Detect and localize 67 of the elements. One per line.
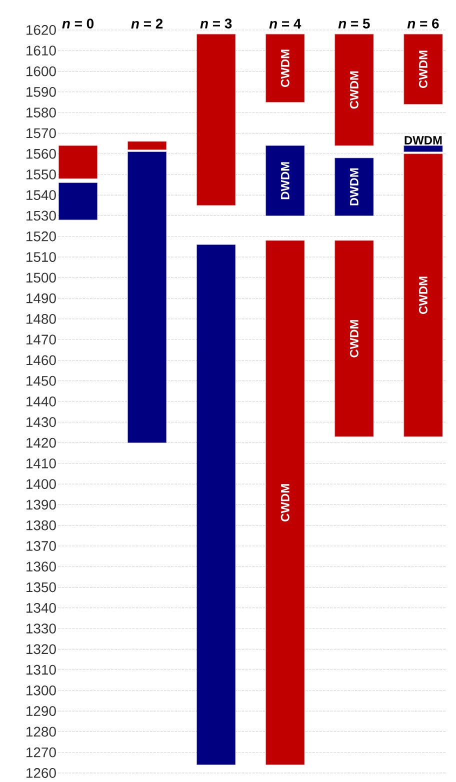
y-tick-label: 1540 (26, 190, 56, 200)
y-tick-label: 1460 (26, 355, 56, 366)
y-tick-label: 1330 (26, 624, 56, 634)
bar (404, 154, 443, 437)
y-tick-label: 1620 (26, 25, 56, 35)
y-tick-label: 1470 (26, 334, 56, 345)
y-tick-label: 1490 (26, 293, 56, 304)
y-tick-label: 1550 (26, 170, 56, 180)
y-tick-label: 1370 (26, 541, 56, 551)
y-tick-label: 1530 (26, 210, 56, 221)
bar (58, 145, 98, 179)
bar (404, 34, 443, 104)
bar (266, 145, 305, 216)
data-label: CWDM (350, 71, 358, 109)
y-tick-label: 1390 (26, 500, 56, 510)
bar (334, 34, 374, 146)
bar (266, 240, 305, 765)
x-tick-label: n = 4 (269, 18, 302, 28)
data-label: CWDM (280, 484, 290, 522)
y-tick-label: 1270 (26, 747, 56, 758)
y-tick-label: 1560 (26, 148, 56, 159)
y-tick-label: 1260 (26, 768, 56, 778)
bar (266, 34, 305, 102)
x-tick-label: n = 0 (62, 18, 94, 28)
y-tick-label: 1310 (26, 664, 56, 675)
y-tick-label: 1570 (26, 128, 56, 138)
data-label: DWDM (281, 162, 290, 200)
x-tick-label: n = 5 (338, 18, 370, 28)
y-tick-label: 1610 (26, 46, 56, 56)
y-tick-label: 1360 (26, 562, 56, 572)
y-tick-label: 1440 (26, 396, 56, 406)
y-tick-label: 1450 (26, 376, 56, 386)
bar (196, 34, 236, 206)
y-tick-label: 1430 (26, 417, 56, 428)
y-tick-label: 1280 (26, 726, 56, 737)
data-label: CWDM (280, 50, 290, 87)
x-tick-label: n = 3 (200, 18, 232, 28)
bar (128, 152, 167, 443)
y-tick-label: 1520 (26, 231, 56, 242)
data-label: CWDM (418, 276, 428, 314)
y-tick-label: 1510 (26, 252, 56, 262)
y-tick-label: 1300 (26, 685, 56, 696)
y-tick-label: 1400 (26, 479, 56, 489)
y-tick-label: 1600 (26, 66, 56, 76)
y-tick-label: 1420 (26, 438, 56, 448)
y-tick-label: 1290 (26, 706, 56, 716)
bar (58, 182, 98, 220)
data-label: CWDM (418, 50, 428, 88)
bar (128, 141, 167, 150)
y-tick-label: 1590 (26, 86, 56, 97)
y-tick-label: 1480 (26, 314, 56, 324)
x-tick-label: n = 6 (407, 18, 439, 28)
y-tick-label: 1350 (26, 582, 56, 592)
y-tick-label: 1500 (26, 272, 56, 283)
y-tick-label: 1580 (26, 108, 56, 118)
bar (334, 158, 374, 216)
bar (196, 244, 236, 765)
y-tick-label: 1340 (26, 602, 56, 613)
bar (334, 240, 374, 437)
y-tick-label: 1410 (26, 458, 56, 468)
data-label: DWDM (350, 168, 358, 206)
bar (404, 145, 443, 152)
y-tick-label: 1380 (26, 520, 56, 530)
data-label: CWDM (350, 320, 358, 358)
x-tick-label: n = 2 (131, 18, 163, 28)
y-tick-label: 1320 (26, 644, 56, 654)
data-label: DWDM (404, 136, 442, 144)
